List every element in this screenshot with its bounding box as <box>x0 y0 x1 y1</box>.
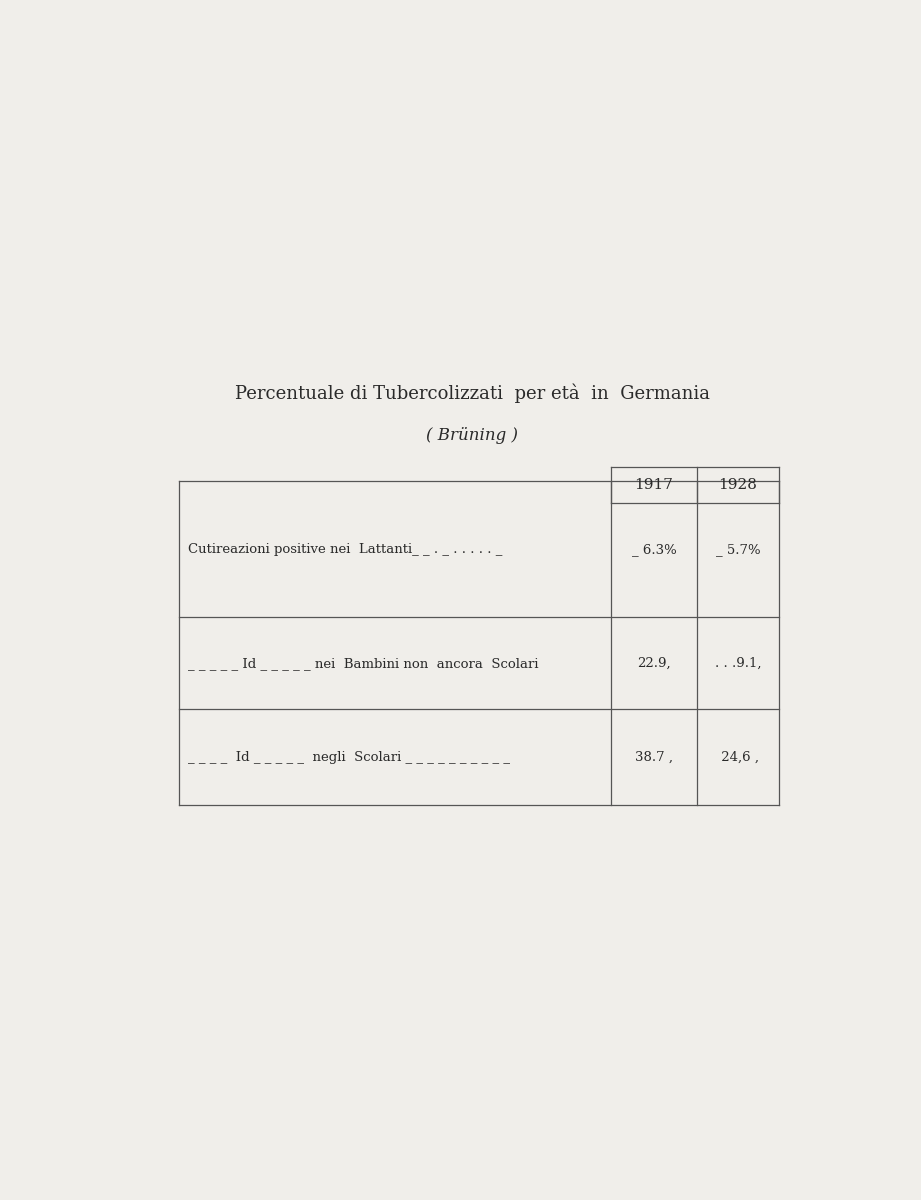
Text: _ _ _ _ _ Id _ _ _ _ _ nei  Bambini non  ancora  Scolari: _ _ _ _ _ Id _ _ _ _ _ nei Bambini non a… <box>188 656 539 670</box>
Text: Percentuale di Tubercolizzati  per età  in  Germania: Percentuale di Tubercolizzati per età i… <box>235 384 709 403</box>
Text: 24,6 ,: 24,6 , <box>717 750 759 763</box>
Text: ( Brüning ): ( Brüning ) <box>426 426 518 444</box>
Text: Cutireazioni positive nei  Lattanti_ _ . _ . . . . . _: Cutireazioni positive nei Lattanti_ _ . … <box>188 542 502 556</box>
Text: 38.7 ,: 38.7 , <box>635 750 673 763</box>
Text: 1917: 1917 <box>635 478 673 492</box>
Text: 1928: 1928 <box>718 478 757 492</box>
Text: _ 6.3%: _ 6.3% <box>632 542 676 556</box>
Text: . . .9.1,: . . .9.1, <box>715 656 761 670</box>
Text: _ _ _ _  Id _ _ _ _ _  negli  Scolari _ _ _ _ _ _ _ _ _ _: _ _ _ _ Id _ _ _ _ _ negli Scolari _ _ _… <box>188 750 510 763</box>
Text: _ 5.7%: _ 5.7% <box>716 542 760 556</box>
Text: 22.9,: 22.9, <box>637 656 670 670</box>
